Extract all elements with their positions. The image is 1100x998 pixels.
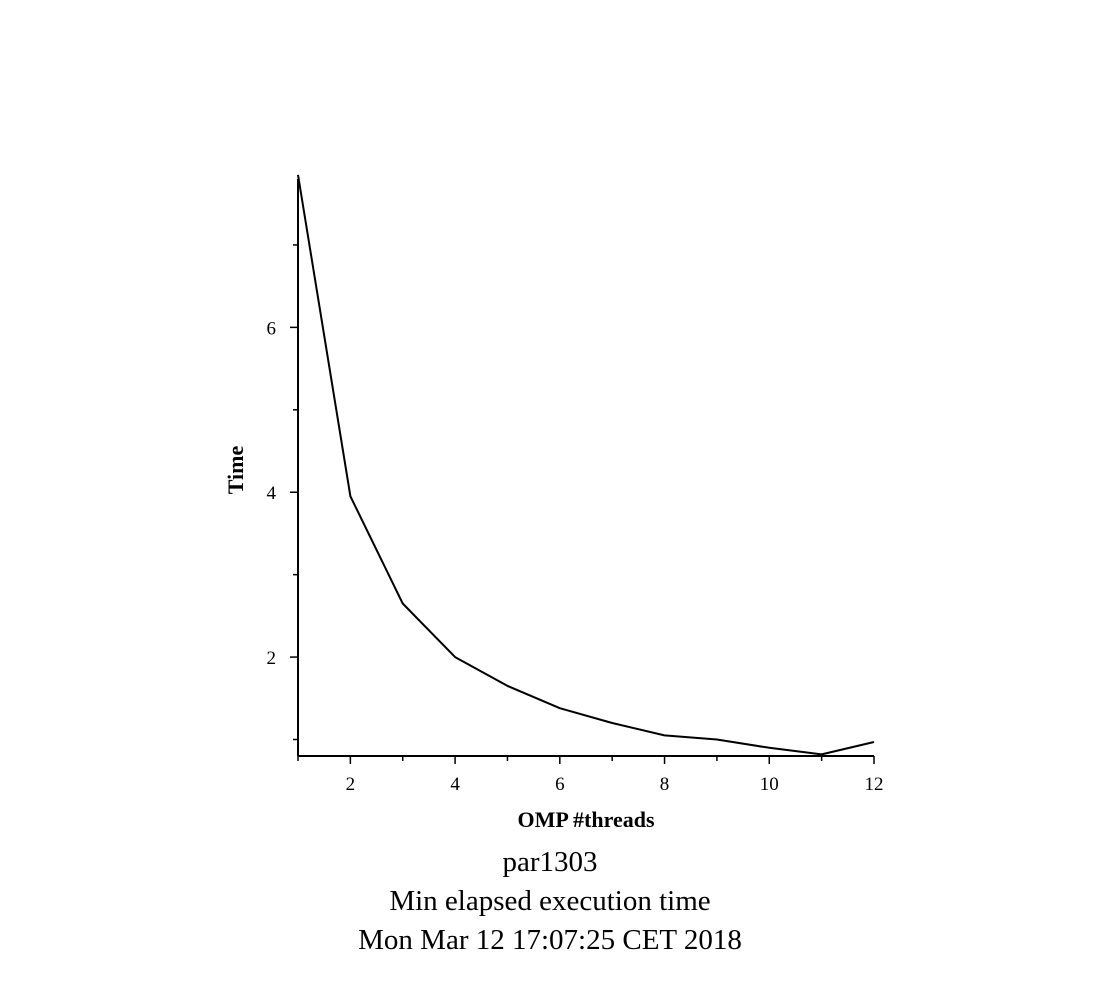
y-tick-label: 2 bbox=[267, 648, 277, 669]
x-tick-label: 4 bbox=[450, 774, 460, 795]
x-tick-label: 10 bbox=[760, 774, 779, 795]
x-tick-label: 2 bbox=[346, 774, 356, 795]
x-tick-label: 6 bbox=[555, 774, 565, 795]
caption-name: par1303 bbox=[502, 846, 598, 878]
caption-date: Mon Mar 12 17:07:25 CET 2018 bbox=[358, 924, 742, 956]
x-tick-label: 8 bbox=[660, 774, 670, 795]
y-tick-label: 4 bbox=[267, 483, 277, 504]
caption-subtitle: Min elapsed execution time bbox=[389, 885, 711, 917]
x-tick-label: 12 bbox=[865, 774, 884, 795]
axes bbox=[297, 179, 874, 757]
ticks bbox=[290, 244, 875, 764]
y-axis-title: Time bbox=[223, 446, 248, 495]
tick-labels: 2 4 6 8 10 12 2 4 6 bbox=[267, 318, 884, 795]
x-axis-title: OMP #threads bbox=[517, 807, 655, 832]
series bbox=[297, 174, 875, 756]
y-tick-label: 6 bbox=[267, 318, 277, 339]
series-line bbox=[297, 174, 875, 756]
